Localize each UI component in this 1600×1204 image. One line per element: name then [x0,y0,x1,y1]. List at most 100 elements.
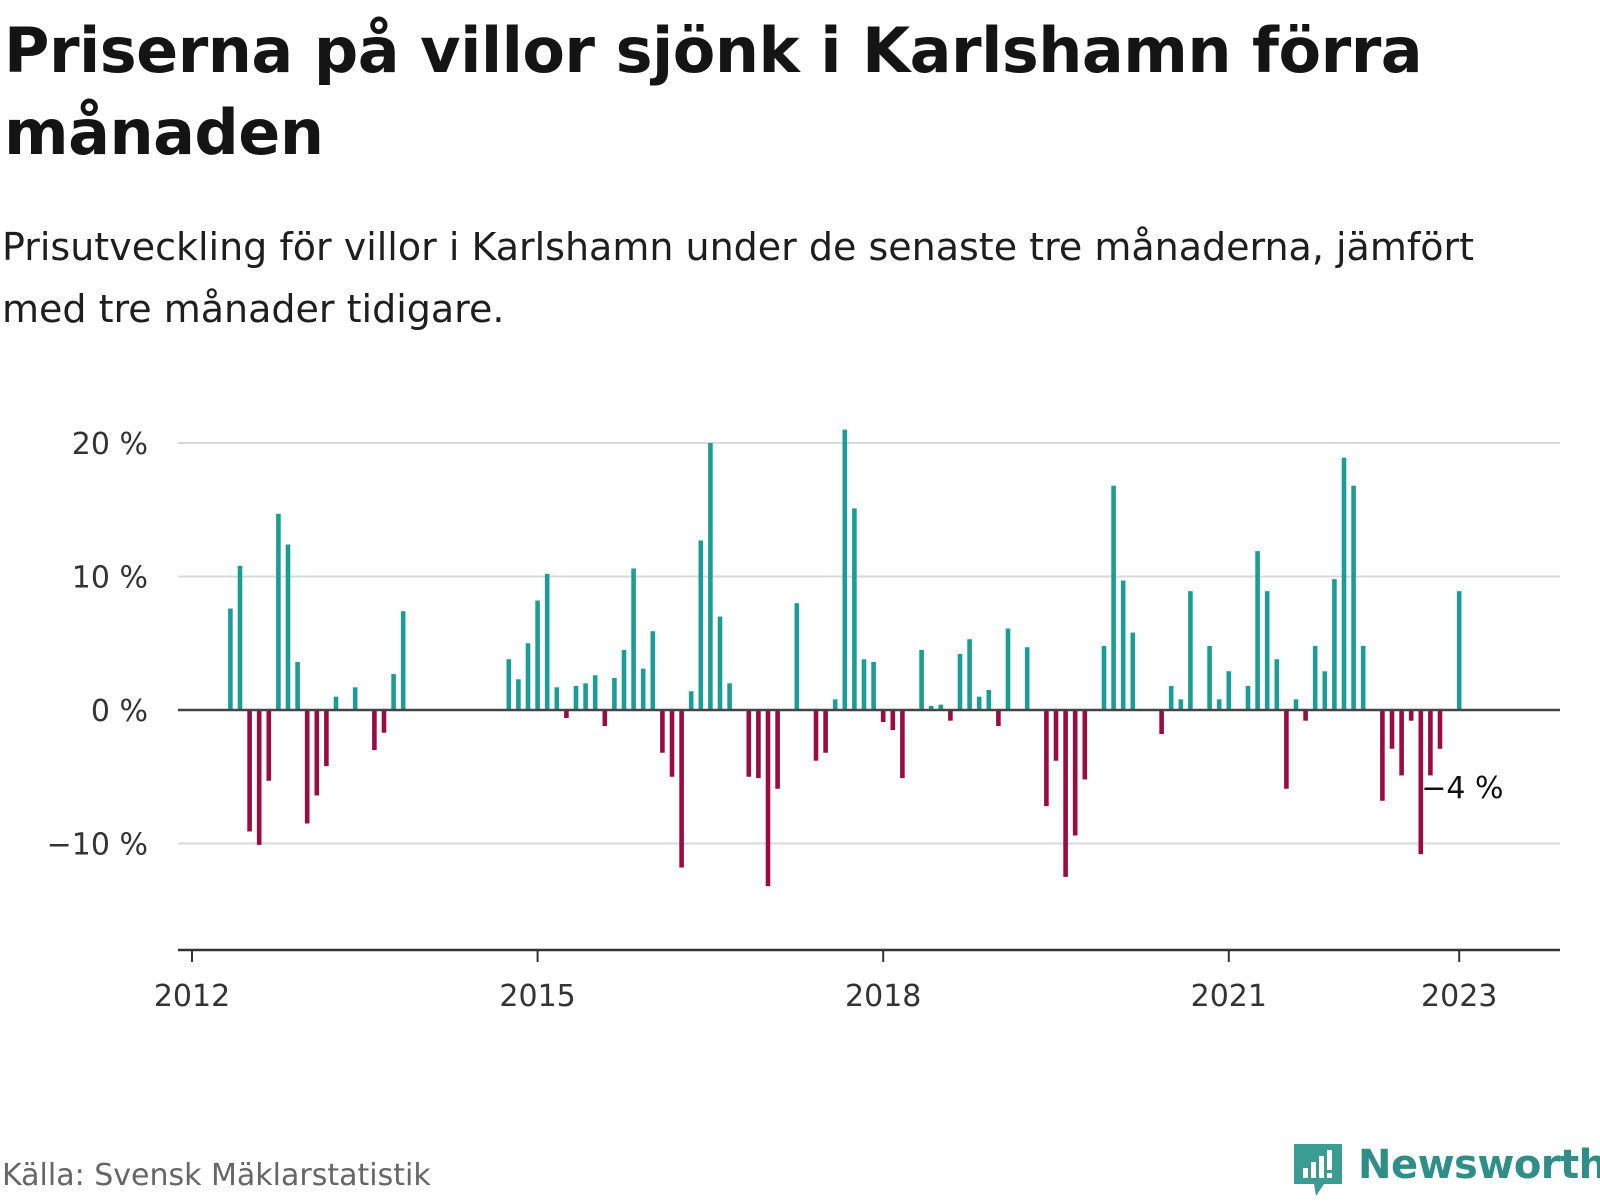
x-axis-ticks: 2012 2015 2018 2021 2023 [154,950,1497,1014]
last-value-annotation: −4 % [1421,771,1503,806]
bar-2018-06 [928,705,934,710]
bar-2014-10 [506,659,512,710]
bar-2021-10 [1312,645,1318,710]
bar-2015-12 [640,668,646,710]
bar-2014-11 [516,679,521,710]
bar-2020-12 [1216,699,1222,710]
bar-2020-02 [1120,580,1126,710]
bar-2017-04 [794,603,800,710]
bar-2020-06 [1159,710,1164,735]
bar-2018-05 [919,649,924,710]
bar-2013-10 [391,673,396,710]
bar-2015-03 [554,687,560,710]
bar-2016-06 [698,540,704,710]
bar-2021-07 [1284,710,1289,789]
bar-2018-02 [890,710,896,731]
y-axis-tick-labels: 20 % 10 % 0 % −10 % [47,427,148,863]
bar-2019-01 [996,710,1001,727]
bar-2012-08 [256,710,262,845]
bar-2020-11 [1207,645,1212,710]
bar-2013-08 [372,710,377,751]
bar-2021-11 [1322,671,1328,710]
bar-2017-10 [852,508,857,710]
bar-2016-04 [679,710,684,868]
bar-2013-01 [304,710,310,824]
bar-2012-06 [237,565,243,710]
bar-2012-09 [266,710,272,781]
bar-2016-03 [669,710,675,777]
bar-2016-05 [688,691,694,710]
bar-2022-01 [1341,457,1347,710]
bar-2021-09 [1303,710,1308,721]
bar-2016-01 [650,631,656,710]
bar-2017-06 [813,710,819,761]
x-tick-label: 2021 [1191,979,1267,1014]
bar-2013-04 [333,696,339,710]
bar-2016-08 [717,616,723,710]
bar-2021-03 [1245,685,1251,710]
bar-2015-06 [583,683,588,710]
bar-2022-10 [1428,710,1433,776]
bar-2015-02 [544,573,550,710]
bar-2015-05 [573,685,579,710]
bar-2012-11 [285,544,291,710]
bar-2017-12 [871,661,876,710]
bar-2017-08 [832,699,838,710]
bar-2022-02 [1351,485,1356,710]
bar-2013-11 [400,611,406,710]
bar-2012-12 [295,661,300,710]
bar-2013-03 [324,710,329,767]
bar-2018-07 [938,704,944,710]
bar-2019-08 [1063,710,1068,877]
bar-2020-08 [1178,699,1184,710]
bar-2015-01 [535,600,540,710]
bar-2018-01 [880,710,886,723]
bar-2012-10 [276,513,281,710]
bar-2017-09 [842,429,848,710]
x-tick-label: 2018 [845,979,921,1014]
bar-2020-03 [1130,632,1136,710]
bar-2022-03 [1360,645,1366,710]
bar-2022-06 [1389,710,1395,749]
bar-2012-05 [228,608,233,710]
bar-2021-04 [1255,551,1260,710]
bar-2017-07 [823,710,828,753]
bar-2016-09 [727,683,732,710]
bar-2019-04 [1024,647,1030,710]
bar-2015-07 [592,675,598,710]
bar-2021-01 [1226,671,1232,710]
source-note: Källa: Svensk Mäklarstatistik [2,1158,431,1193]
bar-2023-01 [1456,591,1462,710]
bar-2021-08 [1293,699,1299,710]
bar-2021-12 [1332,579,1337,710]
y-tick-label: −10 % [47,828,148,863]
bar-2022-11 [1437,710,1443,749]
bar-2012-07 [247,710,252,832]
bars [228,429,1462,887]
y-tick-label: 20 % [72,427,148,462]
bar-2016-07 [708,443,713,710]
bar-2013-09 [381,710,387,733]
bar-2020-01 [1111,485,1116,710]
bar-2022-05 [1380,710,1385,801]
bar-2018-09 [957,653,963,710]
bar-2019-12 [1101,645,1107,710]
bar-2019-09 [1072,710,1078,836]
bar-2016-12 [756,710,761,779]
newsworthy-logo: Newsworthy [1290,1140,1600,1200]
bar-2014-12 [525,643,531,710]
bar-2021-06 [1274,659,1280,710]
chart-title: Priserna på villor sjönk i Karlshamn för… [4,14,1423,169]
x-tick-label: 2023 [1421,979,1497,1014]
bar-2021-05 [1264,591,1270,710]
bar-2018-08 [948,710,953,721]
bar-2020-07 [1168,685,1174,710]
bar-2015-10 [621,649,627,710]
bar-2020-09 [1188,591,1193,710]
bar-2018-11 [976,696,982,710]
bar-2019-02 [1005,628,1011,710]
bar-2016-11 [746,710,752,777]
bar-2017-11 [861,659,867,710]
newsworthy-logo-icon [1294,1144,1342,1196]
bar-2013-06 [352,687,358,710]
